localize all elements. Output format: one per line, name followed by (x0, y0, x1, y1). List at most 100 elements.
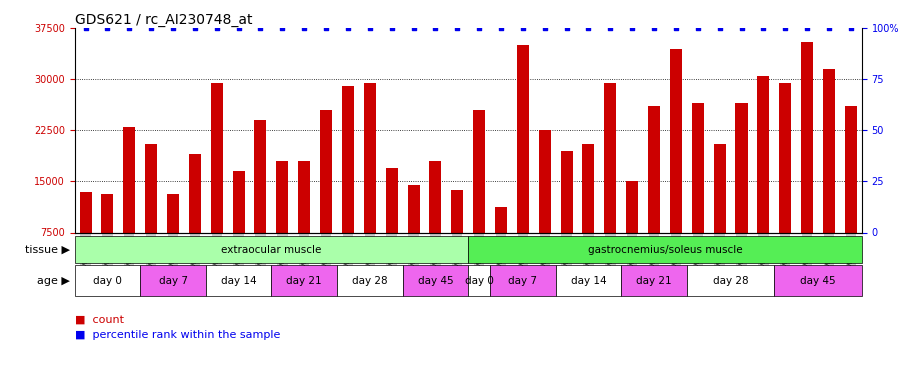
Point (78, 25, 93, 31)
Text: age ▶: age ▶ (37, 276, 70, 285)
Point (209, 25, 224, 31)
Text: gastrocnemius/soleus muscle: gastrocnemius/soleus muscle (588, 245, 743, 255)
Point (362, 25, 377, 31)
Text: day 21: day 21 (287, 276, 322, 285)
Bar (468, 265, 490, 296)
Bar (844, 106, 857, 232)
Bar (582, 144, 594, 232)
Bar (687, 265, 774, 296)
Bar (123, 127, 136, 232)
Text: day 7: day 7 (509, 276, 538, 285)
Bar (490, 265, 556, 296)
Bar (622, 265, 687, 296)
Bar (189, 154, 201, 232)
Point (713, 25, 727, 31)
Text: day 14: day 14 (571, 276, 606, 285)
Point (144, 25, 158, 31)
Bar (604, 82, 616, 232)
Bar (823, 69, 835, 232)
Text: day 14: day 14 (221, 276, 257, 285)
Point (100, 25, 115, 31)
Bar (271, 265, 337, 296)
Bar (757, 76, 769, 232)
Bar (402, 265, 468, 296)
Point (844, 25, 858, 31)
Bar (145, 144, 157, 232)
Point (647, 25, 662, 31)
Point (516, 25, 531, 31)
Point (494, 25, 509, 31)
Bar (539, 130, 551, 232)
Text: day 45: day 45 (800, 276, 836, 285)
Point (384, 25, 399, 31)
Bar (337, 265, 402, 296)
Bar (556, 265, 622, 296)
Point (406, 25, 420, 31)
Bar (320, 110, 332, 232)
Bar (692, 103, 703, 232)
Point (778, 25, 793, 31)
Bar (255, 120, 267, 232)
Point (822, 25, 836, 31)
Bar (298, 161, 310, 232)
Bar (101, 194, 114, 232)
Bar (211, 82, 223, 232)
Bar (451, 190, 463, 232)
Point (560, 25, 574, 31)
Bar (386, 168, 398, 232)
Bar (342, 86, 354, 232)
Point (122, 25, 136, 31)
Text: day 28: day 28 (713, 276, 748, 285)
Bar (713, 144, 725, 232)
Point (428, 25, 442, 31)
Point (625, 25, 640, 31)
Bar (206, 265, 271, 296)
Point (318, 25, 333, 31)
Bar (140, 265, 206, 296)
Bar (233, 171, 245, 232)
Bar (468, 236, 862, 263)
Bar (408, 185, 420, 232)
Text: GDS621 / rc_AI230748_at: GDS621 / rc_AI230748_at (75, 13, 252, 27)
Point (166, 25, 180, 31)
Point (472, 25, 487, 31)
Point (297, 25, 311, 31)
Bar (670, 49, 682, 232)
Bar (75, 265, 140, 296)
Text: day 45: day 45 (418, 276, 453, 285)
Bar (561, 151, 572, 232)
Text: ■  count: ■ count (75, 315, 124, 325)
Bar (75, 236, 468, 263)
Text: tissue ▶: tissue ▶ (25, 245, 70, 255)
Point (450, 25, 464, 31)
Bar (167, 194, 179, 232)
Point (691, 25, 705, 31)
Bar (277, 161, 288, 232)
Text: day 7: day 7 (158, 276, 187, 285)
Bar (430, 161, 441, 232)
Point (187, 25, 202, 31)
Text: extraocular muscle: extraocular muscle (221, 245, 321, 255)
Bar (79, 192, 92, 232)
Bar (735, 103, 747, 232)
Point (800, 25, 814, 31)
Point (669, 25, 683, 31)
Text: day 0: day 0 (465, 276, 493, 285)
Bar (473, 110, 485, 232)
Bar (774, 265, 862, 296)
Point (538, 25, 552, 31)
Bar (626, 182, 638, 232)
Text: day 0: day 0 (93, 276, 122, 285)
Point (581, 25, 596, 31)
Point (253, 25, 268, 31)
Point (231, 25, 246, 31)
Text: day 28: day 28 (352, 276, 388, 285)
Point (603, 25, 618, 31)
Point (340, 25, 355, 31)
Point (275, 25, 289, 31)
Bar (517, 45, 529, 232)
Bar (495, 207, 507, 232)
Point (756, 25, 771, 31)
Text: day 21: day 21 (636, 276, 672, 285)
Text: ■  percentile rank within the sample: ■ percentile rank within the sample (75, 330, 280, 340)
